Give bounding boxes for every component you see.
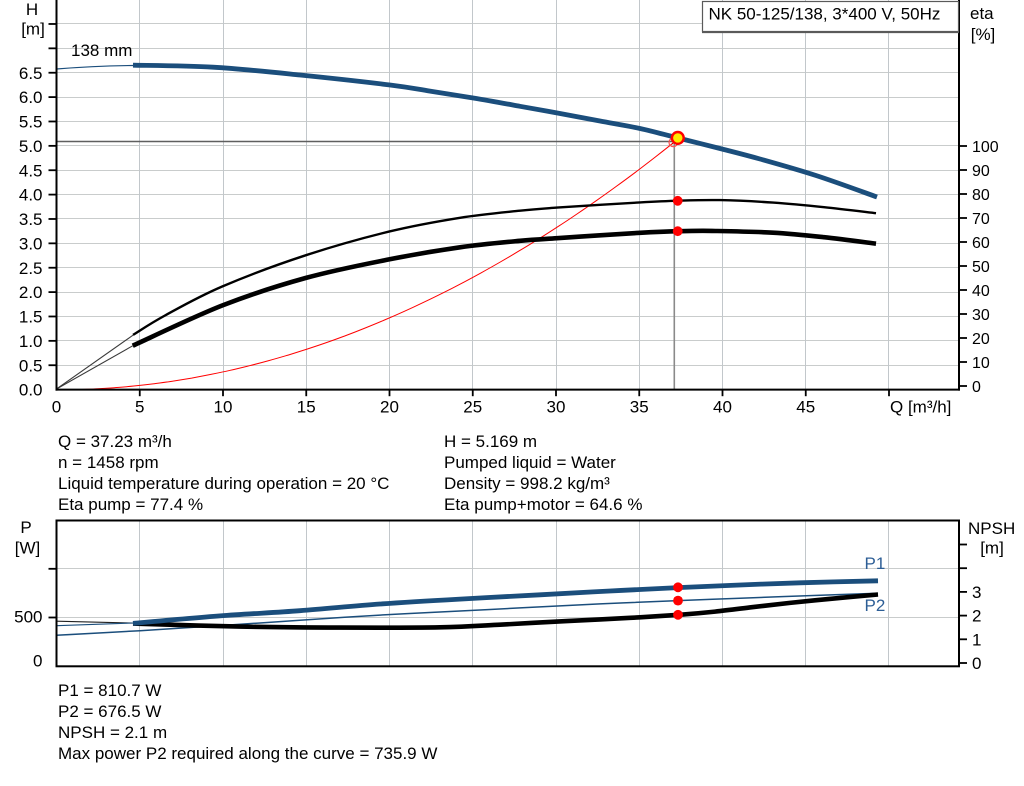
svg-text:0: 0 (33, 652, 42, 671)
svg-text:90: 90 (972, 163, 990, 180)
svg-text:Density = 998.2 kg/m³: Density = 998.2 kg/m³ (444, 474, 610, 493)
svg-text:0: 0 (52, 397, 61, 416)
svg-text:35: 35 (630, 397, 649, 416)
svg-text:50: 50 (972, 259, 990, 276)
svg-text:H: H (26, 0, 38, 19)
svg-text:Pumped liquid = Water: Pumped liquid = Water (444, 453, 616, 472)
svg-text:H = 5.169 m: H = 5.169 m (444, 432, 537, 451)
svg-text:100: 100 (972, 139, 999, 156)
svg-text:60: 60 (972, 235, 990, 252)
svg-text:[%]: [%] (971, 25, 996, 44)
svg-text:15: 15 (297, 397, 316, 416)
svg-text:2.0: 2.0 (19, 283, 43, 302)
svg-text:P: P (20, 518, 31, 537)
svg-text:10: 10 (972, 355, 990, 372)
svg-text:0.0: 0.0 (19, 381, 43, 400)
svg-text:500: 500 (14, 608, 42, 627)
svg-text:40: 40 (972, 283, 990, 300)
svg-text:Liquid temperature during oper: Liquid temperature during operation = 20… (58, 474, 389, 493)
svg-text:3.0: 3.0 (19, 235, 43, 254)
svg-text:40: 40 (713, 397, 732, 416)
svg-text:[m]: [m] (21, 20, 45, 39)
svg-text:20: 20 (380, 397, 399, 416)
svg-text:138 mm: 138 mm (71, 41, 132, 60)
svg-text:30: 30 (547, 397, 566, 416)
svg-text:4.5: 4.5 (19, 161, 43, 180)
svg-text:0: 0 (972, 379, 981, 396)
svg-text:Max power P2 required along th: Max power P2 required along the curve = … (58, 744, 437, 763)
svg-text:Eta pump+motor = 64.6 %: Eta pump+motor = 64.6 % (444, 495, 642, 514)
svg-text:P2: P2 (865, 596, 886, 615)
svg-text:P2 = 676.5 W: P2 = 676.5 W (58, 702, 161, 721)
svg-text:0.5: 0.5 (19, 356, 43, 375)
svg-text:25: 25 (463, 397, 482, 416)
svg-text:4.0: 4.0 (19, 186, 43, 205)
svg-text:80: 80 (972, 187, 990, 204)
svg-text:P1 = 810.7 W: P1 = 810.7 W (58, 681, 161, 700)
svg-text:[m]: [m] (980, 539, 1004, 558)
svg-text:1.5: 1.5 (19, 308, 43, 327)
svg-text:5.5: 5.5 (19, 113, 43, 132)
svg-text:n = 1458 rpm: n = 1458 rpm (58, 453, 159, 472)
svg-text:5: 5 (135, 397, 144, 416)
svg-text:1.0: 1.0 (19, 332, 43, 351)
svg-text:30: 30 (972, 307, 990, 324)
svg-text:NK 50-125/138, 3*400 V, 50Hz: NK 50-125/138, 3*400 V, 50Hz (709, 4, 941, 23)
svg-text:[W]: [W] (15, 539, 41, 558)
svg-text:NPSH = 2.1 m: NPSH = 2.1 m (58, 723, 167, 742)
svg-text:NPSH: NPSH (968, 519, 1015, 538)
svg-text:1: 1 (972, 630, 981, 649)
svg-text:6.5: 6.5 (19, 64, 43, 83)
svg-text:Eta pump = 77.4 %: Eta pump = 77.4 % (58, 495, 203, 514)
svg-text:5.0: 5.0 (19, 137, 43, 156)
svg-text:P1: P1 (865, 554, 886, 573)
svg-text:2.5: 2.5 (19, 259, 43, 278)
svg-text:eta: eta (970, 4, 994, 23)
svg-text:Q [m³/h]: Q [m³/h] (890, 397, 951, 416)
svg-text:10: 10 (214, 397, 233, 416)
svg-text:3.5: 3.5 (19, 210, 43, 229)
svg-text:20: 20 (972, 331, 990, 348)
svg-text:Q = 37.23 m³/h: Q = 37.23 m³/h (58, 432, 172, 451)
svg-text:45: 45 (796, 397, 815, 416)
svg-text:3: 3 (972, 583, 981, 602)
svg-text:70: 70 (972, 211, 990, 228)
svg-text:6.0: 6.0 (19, 88, 43, 107)
svg-text:0: 0 (972, 654, 981, 673)
svg-text:2: 2 (972, 607, 981, 626)
